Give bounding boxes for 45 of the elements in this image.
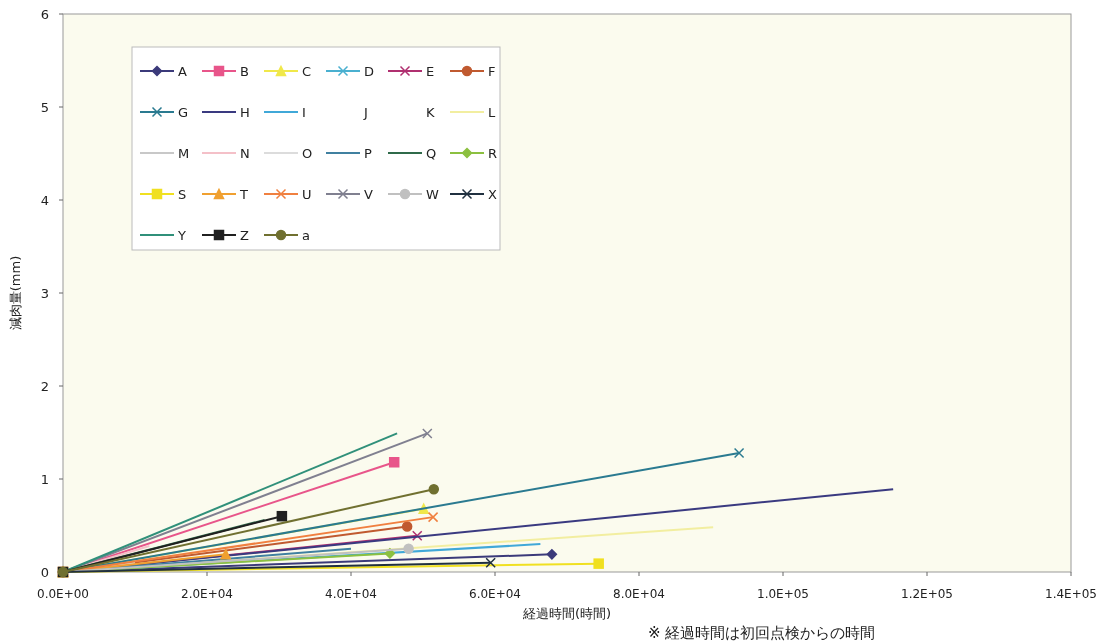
legend-label: X: [488, 187, 497, 202]
x-tick-label: 1.2E+05: [901, 587, 953, 601]
legend-label: T: [239, 187, 248, 202]
legend-label: R: [488, 146, 498, 161]
y-tick-label: 5: [40, 100, 49, 115]
y-tick-label: 0: [40, 565, 49, 580]
legend-label: V: [364, 187, 373, 202]
x-tick-label: 4.0E+04: [325, 587, 377, 601]
legend-label: P: [364, 146, 372, 161]
text: ※ 経過時間は初回点検からの時間: [648, 624, 876, 642]
x-tick-label: 6.0E+04: [469, 587, 521, 601]
legend-label: U: [302, 187, 312, 202]
legend-label: G: [178, 105, 189, 120]
legend-label: O: [302, 146, 313, 161]
x-tick-label: 1.0E+05: [757, 587, 809, 601]
legend-label: E: [426, 64, 435, 79]
text: K: [426, 105, 435, 120]
legend-label: C: [302, 64, 312, 79]
text: J: [364, 105, 368, 120]
x-tick-label: 1.4E+05: [1045, 587, 1097, 601]
y-tick-label: 3: [40, 286, 49, 301]
legend-label: L: [488, 105, 496, 120]
legend-label: H: [240, 105, 250, 120]
legend-label: Q: [426, 146, 437, 161]
x-tick-label: 0.0E+00: [37, 587, 89, 601]
x-tick-label: 8.0E+04: [613, 587, 665, 601]
legend-label: B: [240, 64, 249, 79]
legend-label: N: [240, 146, 250, 161]
x-tick-label: 2.0E+04: [181, 587, 233, 601]
y-tick-label: 4: [40, 193, 49, 208]
legend-label: S: [178, 187, 187, 202]
y-tick-label: 6: [40, 7, 49, 22]
legend-label: W: [426, 187, 439, 202]
legend-label: D: [364, 64, 375, 79]
legend-label: M: [178, 146, 190, 161]
legend-label: Z: [240, 228, 249, 243]
legend-label: I: [302, 105, 306, 120]
x-axis-title: 経過時間(時間): [521, 606, 612, 621]
legend-label: F: [488, 64, 496, 79]
y-axis-title: 減肉量(mm): [8, 255, 23, 331]
y-tick-label: 1: [40, 472, 49, 487]
legend-label: Y: [177, 228, 186, 243]
y-tick-label: 2: [40, 379, 49, 394]
legend-label: A: [178, 64, 187, 79]
legend-label: a: [302, 228, 310, 243]
